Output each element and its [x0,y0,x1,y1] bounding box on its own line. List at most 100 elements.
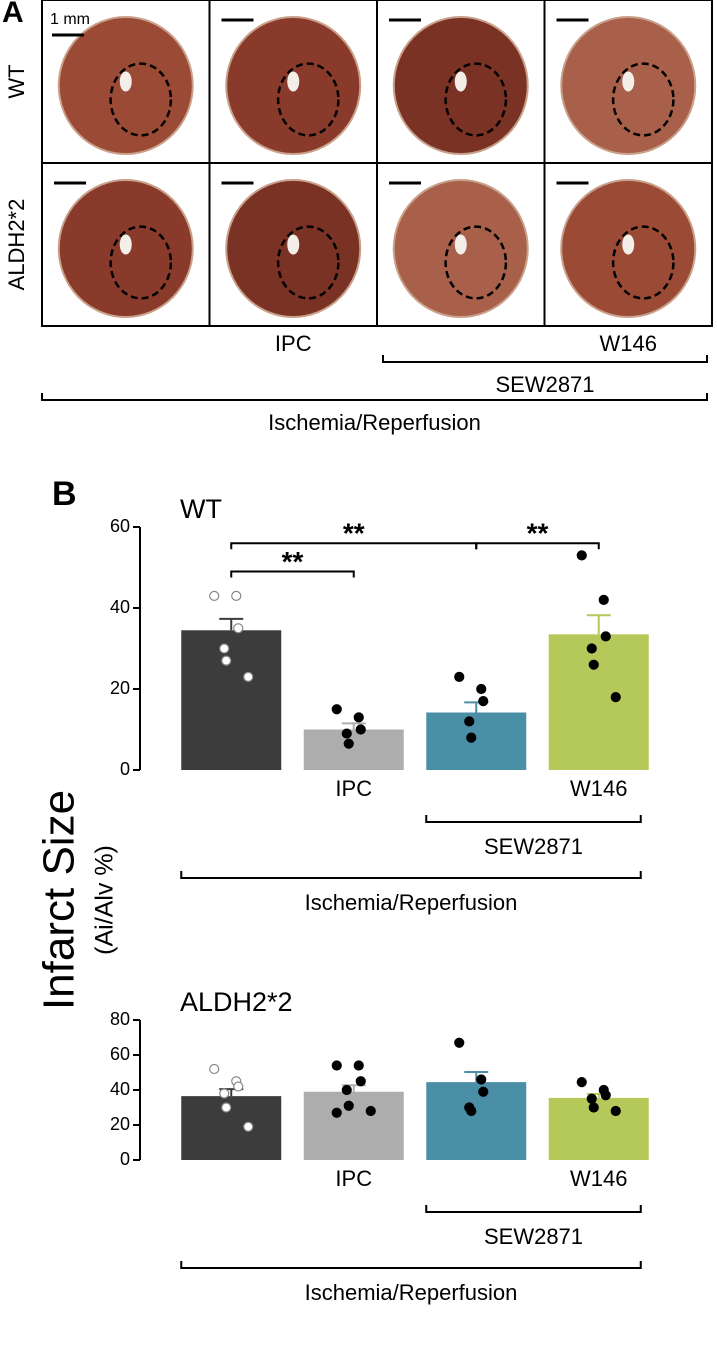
significance-label: ** [282,546,304,577]
y-tick-label: 60 [110,516,130,536]
row-label: WT [4,64,29,98]
bar [548,634,649,770]
bracket [180,1261,642,1269]
error-bar [586,614,611,635]
category-label: IPC [335,776,372,801]
bracket [382,355,708,363]
infarct-outline [109,225,173,300]
infarct-outline [611,225,675,300]
bar [426,1082,527,1160]
data-point [466,1105,477,1117]
bar [181,630,282,770]
data-point [331,1107,342,1118]
data-point [355,724,366,735]
y-axis-unit: (Ai/Alv %) [91,845,119,955]
significance-line [475,542,600,550]
data-point [365,1105,376,1117]
bracket [425,815,642,823]
data-point [478,1086,489,1097]
lumen [454,71,467,92]
bar [181,1096,282,1160]
data-point [586,1093,597,1104]
bracket [180,871,642,879]
data-point [243,1121,254,1132]
bar [303,1091,404,1160]
bracket [425,1205,642,1213]
bracket-label: SEW2871 [484,834,583,859]
row-label: ALDH2*2 [4,199,29,291]
y-tick-label: 80 [110,1009,130,1029]
data-point [219,1088,230,1099]
data-point [233,1081,244,1092]
data-point [343,738,354,749]
data-point [231,590,242,601]
data-point [353,1060,364,1071]
bracket-label: SEW2871 [484,1224,583,1249]
data-point [600,631,611,642]
data-point [576,550,587,561]
scale-bar-label: 1 mm [50,11,90,28]
data-point [209,590,220,601]
data-point [209,1063,220,1075]
error-bar [341,722,366,730]
y-tick-label: 60 [110,1044,130,1064]
infarct-outline [611,62,675,137]
y-axis-label: Infarct Size [35,790,84,1010]
data-point [221,1102,232,1113]
chart-title: WT [180,494,222,524]
data-point [598,594,609,606]
data-point [476,1074,487,1085]
bracket-label: SEW2871 [495,372,594,397]
data-point [454,1037,465,1048]
category-label: W146 [570,1166,627,1191]
data-point [454,671,465,682]
significance-label: ** [527,518,549,549]
data-point [588,659,599,670]
category-label: W146 [600,331,657,356]
lumen [287,234,300,255]
bracket-label: Ischemia/Reperfusion [268,410,481,435]
bracket [41,393,708,401]
data-point [610,691,621,703]
data-point [233,623,244,634]
data-point [600,1090,611,1101]
bracket-label: Ischemia/Reperfusion [305,1280,518,1305]
chart-title: ALDH2*2 [180,987,293,1017]
data-point [219,643,230,654]
category-label: W146 [570,776,627,801]
y-tick-label: 20 [110,1114,130,1134]
significance-label: ** [343,518,365,549]
data-point [343,1100,354,1111]
y-tick-label: 40 [110,1079,130,1099]
data-point [353,712,364,723]
lumen [119,71,132,92]
data-point [464,716,475,727]
data-point [478,696,489,707]
category-label: IPC [275,331,312,356]
lumen [119,234,132,255]
data-point [243,671,254,682]
panel-label: A [2,0,24,29]
data-point [221,655,232,666]
panel-label: B [52,475,77,513]
data-point [610,1105,621,1117]
data-point [476,683,487,695]
data-point [588,1102,599,1113]
infarct-outline [444,62,508,137]
data-point [331,704,342,715]
lumen [454,234,467,255]
bracket-label: Ischemia/Reperfusion [305,890,518,915]
infarct-outline [276,62,340,137]
infarct-outline [444,225,508,300]
data-point [341,728,352,739]
infarct-outline [109,62,173,137]
data-point [341,1084,352,1096]
lumen [287,71,300,92]
lumen [622,71,635,92]
data-point [586,643,597,654]
y-tick-label: 0 [120,1149,130,1169]
y-tick-label: 20 [110,678,130,698]
significance-line [230,570,355,578]
bar [303,729,404,770]
